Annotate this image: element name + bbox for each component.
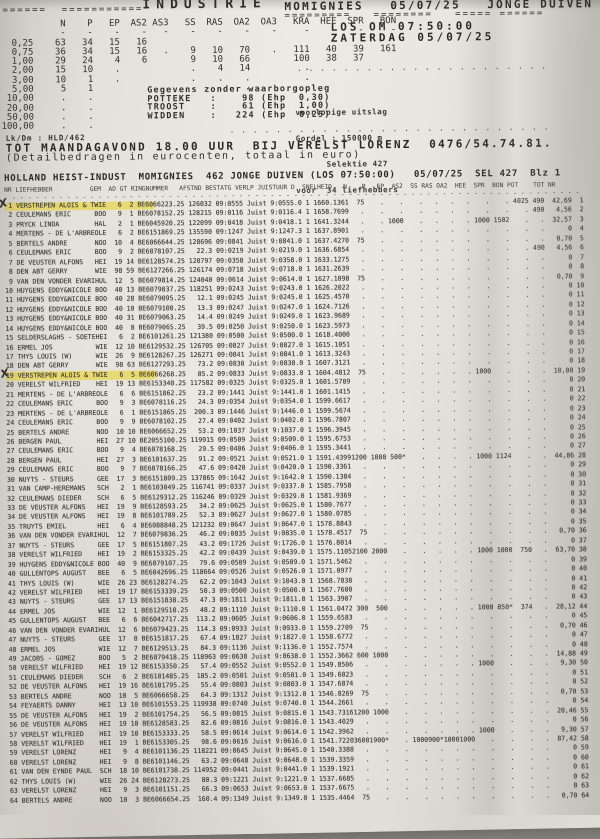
organisation-name-fragment: INDUSTRIE xyxy=(142,0,267,13)
masthead-rule-left: ====== =========== xyxy=(2,4,144,16)
prelim-line: Selektie 427 xyxy=(295,158,389,169)
dotted-separator: . . . . . . . . . . . . . . . . . . . . … xyxy=(229,122,556,135)
prelim-line: voorlopige uitslag xyxy=(295,107,388,118)
results-table: X 1 VERSTREPEN ALOIS & TWIE 6 2 BE606622… xyxy=(0,196,589,806)
dotted-separator: . . . . . . . . . . . . . . . . . . . . … xyxy=(296,61,553,74)
document-content: ====== =========== INDUSTRIE MOMIGNIES 0… xyxy=(0,0,593,806)
